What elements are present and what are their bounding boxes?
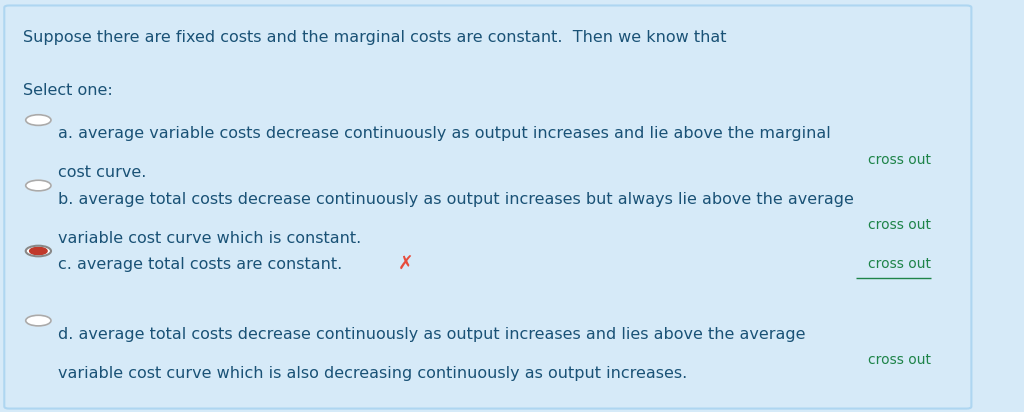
Circle shape xyxy=(30,247,47,255)
Text: cross out: cross out xyxy=(867,257,931,271)
Text: cost curve.: cost curve. xyxy=(57,165,146,180)
Text: cross out: cross out xyxy=(867,153,931,167)
Text: cross out: cross out xyxy=(867,218,931,232)
Circle shape xyxy=(26,115,51,125)
Text: variable cost curve which is also decreasing continuously as output increases.: variable cost curve which is also decrea… xyxy=(57,365,687,381)
Text: a. average variable costs decrease continuously as output increases and lie abov: a. average variable costs decrease conti… xyxy=(57,126,830,141)
Circle shape xyxy=(26,315,51,326)
Text: c. average total costs are constant.: c. average total costs are constant. xyxy=(57,257,342,272)
Text: variable cost curve which is constant.: variable cost curve which is constant. xyxy=(57,231,361,246)
Text: ✗: ✗ xyxy=(397,255,413,274)
Text: Select one:: Select one: xyxy=(23,83,113,98)
Circle shape xyxy=(26,180,51,191)
FancyBboxPatch shape xyxy=(4,5,972,409)
Text: cross out: cross out xyxy=(867,353,931,368)
Text: b. average total costs decrease continuously as output increases but always lie : b. average total costs decrease continuo… xyxy=(57,192,854,207)
Circle shape xyxy=(26,246,51,256)
Text: Suppose there are fixed costs and the marginal costs are constant.  Then we know: Suppose there are fixed costs and the ma… xyxy=(23,30,726,45)
Text: d. average total costs decrease continuously as output increases and lies above : d. average total costs decrease continuo… xyxy=(57,327,805,342)
